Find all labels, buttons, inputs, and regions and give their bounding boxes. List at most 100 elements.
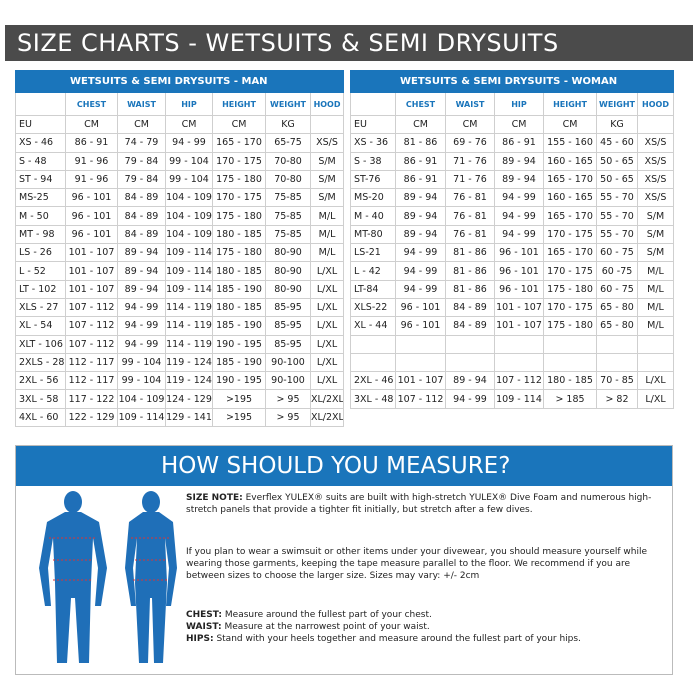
cell: 96 - 101 xyxy=(395,316,446,336)
cell: 160 - 165 xyxy=(543,151,597,171)
cell: 104 - 109 xyxy=(165,224,213,245)
data-row: LT - 102 101 - 107 89 - 94 109 - 114 185 - 1… xyxy=(15,279,345,299)
cell: S - 48 xyxy=(15,151,66,171)
cell: 117 - 122 xyxy=(65,389,118,409)
cell: 160 - 165 xyxy=(543,188,597,208)
title-row: WETSUITS & SEMI DRYSUITS - MAN xyxy=(15,70,345,93)
cell: 190 - 195 xyxy=(212,371,266,391)
cell: >195 xyxy=(212,389,266,409)
cell: 107 - 112 xyxy=(65,316,118,336)
cell xyxy=(350,352,396,373)
cell: 109 - 114 xyxy=(165,243,213,263)
data-row: MS-20 89 - 94 76 - 81 94 - 99 160 - 165 55 - … xyxy=(350,188,674,208)
cell: 94 - 99 xyxy=(445,389,495,409)
cell: 99 - 104 xyxy=(117,352,166,373)
cell: S/M xyxy=(309,169,345,190)
cell: 185 - 190 xyxy=(212,352,266,373)
cell: 81 - 86 xyxy=(445,279,495,299)
cell: > 82 xyxy=(596,389,638,409)
size-table: WETSUITS & SEMI DRYSUITS - MAN CHEST WAIST… xyxy=(15,70,345,428)
unit: CM xyxy=(212,114,266,135)
cell xyxy=(350,70,396,93)
cell: XL - 44 xyxy=(350,316,396,336)
cell: 85-95 xyxy=(265,316,311,336)
data-row: M - 50 96 - 101 84 - 89 104 - 109 175 - 180 7… xyxy=(15,206,345,226)
cell: 86 - 91 xyxy=(395,169,446,190)
cell: 94 - 99 xyxy=(395,261,446,281)
cell: 76 - 81 xyxy=(445,188,495,208)
note-text: Everflex YULEX® suits are built with hig… xyxy=(186,493,652,515)
cell: 89 - 94 xyxy=(494,151,544,171)
cell: 84 - 89 xyxy=(445,297,495,318)
cell: 86 - 91 xyxy=(65,133,118,153)
cell: 165 - 170 xyxy=(212,133,266,153)
cell: 175 - 180 xyxy=(543,316,597,336)
measure-item: HIPS: Stand with your heels together and… xyxy=(186,633,666,645)
note-label: SIZE NOTE: xyxy=(186,493,243,503)
data-row: XLS-22 96 - 101 84 - 89 101 - 107 170 - 175 6… xyxy=(350,297,674,318)
measure-items: CHEST: Measure around the fullest part o… xyxy=(186,609,666,645)
column-row: CHEST WAIST HIP HEIGHT WEIGHT HOOD xyxy=(350,92,674,116)
cell: 96 - 101 xyxy=(65,206,118,226)
cell: 65 - 80 xyxy=(596,297,638,318)
cell: 101 - 107 xyxy=(65,243,118,263)
column-header: HEIGHT xyxy=(543,92,597,116)
column-header: CHEST xyxy=(65,92,118,116)
cell: 99 - 104 xyxy=(165,151,213,171)
cell: 107 - 112 xyxy=(395,389,446,409)
cell xyxy=(445,334,495,354)
cell: L/XL xyxy=(637,389,674,409)
cell xyxy=(637,352,674,373)
table-title: WETSUITS & SEMI DRYSUITS - WOMAN xyxy=(395,70,674,93)
cell: XS/S xyxy=(637,188,674,208)
cell: 91 - 96 xyxy=(65,151,118,171)
data-row: L - 42 94 - 99 81 - 86 96 - 101 170 - 175 60 … xyxy=(350,261,674,281)
cell: S - 38 xyxy=(350,151,396,171)
cell: 3XL - 58 xyxy=(15,389,66,409)
cell: 122 - 129 xyxy=(65,407,118,428)
cell: 3XL - 48 xyxy=(350,389,396,409)
cell: 79 - 84 xyxy=(117,151,166,171)
cell: M/L xyxy=(309,243,345,263)
cell: 107 - 112 xyxy=(494,371,544,391)
cell: 175 - 180 xyxy=(543,279,597,299)
cell: 170 - 175 xyxy=(212,151,266,171)
cell xyxy=(543,334,597,354)
cell: > 95 xyxy=(265,407,311,428)
cell: L - 42 xyxy=(350,261,396,281)
cell: S/M xyxy=(309,151,345,171)
cell: 101 - 107 xyxy=(65,279,118,299)
cell xyxy=(596,352,638,373)
cell xyxy=(309,114,345,135)
cell xyxy=(445,352,495,373)
cell: 96 - 101 xyxy=(494,243,544,263)
cell: 85-95 xyxy=(265,297,311,318)
cell: 99 - 104 xyxy=(117,371,166,391)
cell: 74 - 79 xyxy=(117,133,166,153)
cell xyxy=(637,114,674,135)
cell: 94 - 99 xyxy=(395,279,446,299)
cell: 50 - 65 xyxy=(596,169,638,190)
cell: S/M xyxy=(637,243,674,263)
data-row: M - 40 89 - 94 76 - 81 94 - 99 165 - 170 55 -… xyxy=(350,206,674,226)
data-row: ST-76 86 - 91 71 - 76 89 - 94 165 - 170 50 - … xyxy=(350,169,674,190)
cell: M/L xyxy=(637,297,674,318)
cell: 4XL - 60 xyxy=(15,407,66,428)
measure-box: HOW SHOULD YOU MEASURE? SIZE NOTE: Everf… xyxy=(15,445,673,675)
unit: EU xyxy=(350,114,396,135)
data-row: XLS - 27 107 - 112 94 - 99 114 - 119 180 - 1… xyxy=(15,297,345,318)
cell: 175 - 180 xyxy=(212,169,266,190)
cell: 170 - 175 xyxy=(543,297,597,318)
cell: M/L xyxy=(309,206,345,226)
cell: 96 - 101 xyxy=(494,261,544,281)
data-row: XLT - 106 107 - 112 94 - 99 114 - 119 190 - … xyxy=(15,334,345,354)
cell: M - 50 xyxy=(15,206,66,226)
header-title: SIZE CHARTS - WETSUITS & SEMI DRYSUITS xyxy=(5,25,693,61)
cell: 180 - 185 xyxy=(543,371,597,391)
cell: 101 - 107 xyxy=(65,261,118,281)
data-row: MT - 98 96 - 101 84 - 89 104 - 109 180 - 185… xyxy=(15,224,345,245)
measure-item: CHEST: Measure around the fullest part o… xyxy=(186,609,666,621)
data-row: 2XLS - 28 112 - 117 99 - 104 119 - 124 185 -… xyxy=(15,352,345,373)
cell: 76 - 81 xyxy=(445,224,495,245)
